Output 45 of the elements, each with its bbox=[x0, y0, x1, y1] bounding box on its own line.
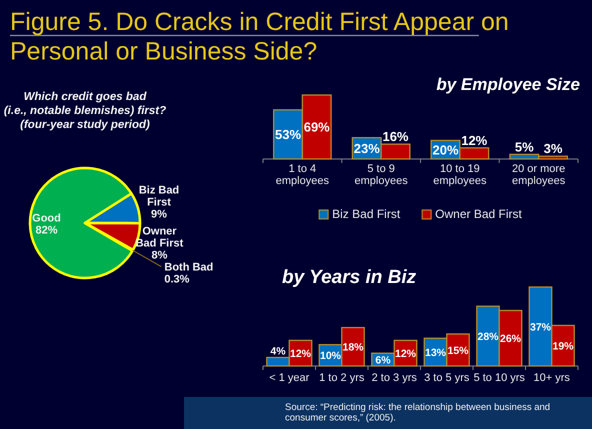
data-label: 3% bbox=[544, 141, 563, 156]
x-tick-label: 10+ yrs bbox=[534, 372, 570, 384]
data-label: 15% bbox=[447, 344, 470, 357]
data-label: 0.3% bbox=[164, 274, 190, 286]
data-label: 6% bbox=[375, 354, 392, 366]
data-label: 12% bbox=[461, 132, 488, 148]
slice-label: Both Bad bbox=[164, 262, 214, 274]
data-label: 10% bbox=[320, 350, 342, 362]
data-label: 20% bbox=[432, 142, 459, 158]
x-tick-label: 10 to 19 employees bbox=[433, 163, 487, 187]
data-label: 8% bbox=[152, 250, 168, 262]
data-label: 28% bbox=[477, 330, 500, 343]
x-tick-label: < 1 year bbox=[269, 372, 310, 384]
slice-label: Good bbox=[32, 212, 61, 225]
chart-title: by Employee Size bbox=[436, 75, 580, 94]
data-label: 23% bbox=[354, 141, 380, 156]
data-label: 26% bbox=[500, 333, 522, 346]
data-label: 18% bbox=[342, 342, 364, 354]
chart-title: by Years in Biz bbox=[282, 267, 417, 288]
source-note: Source: “Predicting risk: the relationship between business and consumer scores,” (2005). bbox=[285, 402, 550, 424]
data-label: 4% bbox=[270, 345, 286, 358]
legend-label: Biz Bad First bbox=[332, 207, 401, 221]
data-label: 13% bbox=[424, 346, 447, 359]
chart-subtitle: Which credit goes bad (i.e., notable blemishes) first? (four-year study period) bbox=[4, 91, 166, 131]
x-tick-label: 5 to 10 yrs bbox=[474, 372, 526, 384]
data-label: 5% bbox=[514, 139, 534, 154]
data-label: 37% bbox=[530, 321, 552, 334]
data-label: 12% bbox=[290, 348, 312, 360]
x-tick-label: 3 to 5 yrs bbox=[424, 372, 470, 384]
x-tick-label: 5 to 9 employees bbox=[354, 163, 408, 187]
data-label: 9% bbox=[151, 208, 168, 221]
data-label: 82% bbox=[35, 224, 58, 237]
chart-title: Figure 5. Do Cracks in Credit First Appear on Personal or Business Side? bbox=[10, 8, 509, 66]
data-label: 19% bbox=[552, 340, 574, 352]
x-tick-label: 1 to 2 yrs bbox=[319, 372, 365, 384]
legend-label: Owner Bad First bbox=[435, 207, 523, 221]
slice-label: Owner Bad First bbox=[136, 226, 184, 250]
data-label: 69% bbox=[304, 120, 330, 135]
slice-label: Biz Bad First bbox=[138, 184, 180, 209]
data-label: 12% bbox=[394, 348, 417, 360]
x-tick-label: 1 to 4 employees bbox=[276, 163, 330, 187]
x-tick-label: 2 to 3 yrs bbox=[372, 372, 418, 384]
data-label: 53% bbox=[274, 127, 302, 142]
data-label: 16% bbox=[382, 129, 409, 144]
x-tick-label: 20 or more employees bbox=[512, 163, 566, 187]
